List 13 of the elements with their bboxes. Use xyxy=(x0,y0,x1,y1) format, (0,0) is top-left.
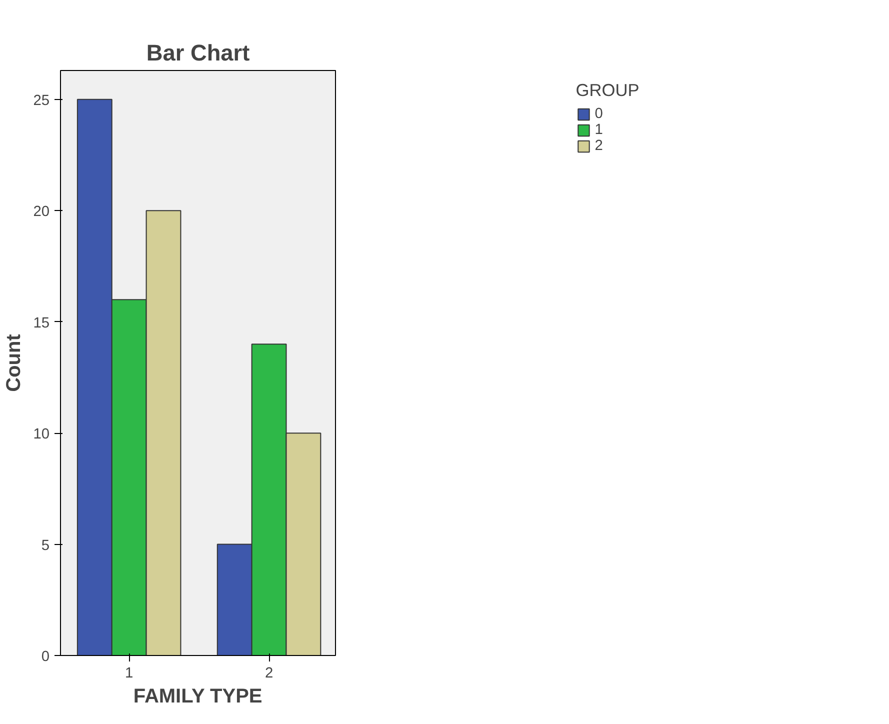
y-tick-label: 0 xyxy=(41,649,50,665)
y-tick-label: 25 xyxy=(33,92,50,109)
legend-title: GROUP xyxy=(576,80,640,101)
chart-title: Bar Chart xyxy=(146,40,250,66)
x-axis-title: FAMILY TYPE xyxy=(133,686,262,708)
y-tick-label: 10 xyxy=(33,426,50,443)
y-tick-label: 5 xyxy=(41,538,50,554)
legend-label: 2 xyxy=(594,138,604,154)
legend-label: 0 xyxy=(594,106,604,122)
y-tick-label: 15 xyxy=(33,315,50,332)
legend-label: 1 xyxy=(594,122,604,138)
y-axis-title: Count xyxy=(3,334,26,392)
y-tick-label: 20 xyxy=(33,204,50,220)
